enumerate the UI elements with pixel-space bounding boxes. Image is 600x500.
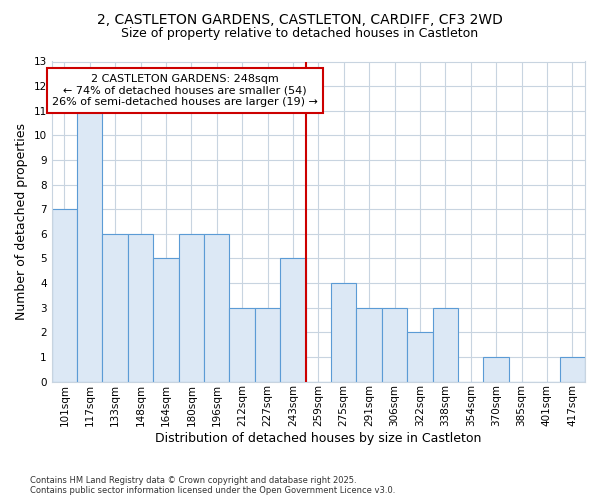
Bar xyxy=(382,308,407,382)
Text: Contains HM Land Registry data © Crown copyright and database right 2025.
Contai: Contains HM Land Registry data © Crown c… xyxy=(30,476,395,495)
Bar xyxy=(153,258,179,382)
Bar xyxy=(128,234,153,382)
Bar xyxy=(52,209,77,382)
Bar xyxy=(179,234,204,382)
Text: 2 CASTLETON GARDENS: 248sqm
← 74% of detached houses are smaller (54)
26% of sem: 2 CASTLETON GARDENS: 248sqm ← 74% of det… xyxy=(52,74,318,107)
Bar xyxy=(356,308,382,382)
Bar xyxy=(255,308,280,382)
X-axis label: Distribution of detached houses by size in Castleton: Distribution of detached houses by size … xyxy=(155,432,482,445)
Text: 2, CASTLETON GARDENS, CASTLETON, CARDIFF, CF3 2WD: 2, CASTLETON GARDENS, CASTLETON, CARDIFF… xyxy=(97,12,503,26)
Bar xyxy=(433,308,458,382)
Bar xyxy=(484,357,509,382)
Bar xyxy=(407,332,433,382)
Bar xyxy=(77,110,103,382)
Bar xyxy=(280,258,305,382)
Bar xyxy=(560,357,585,382)
Text: Size of property relative to detached houses in Castleton: Size of property relative to detached ho… xyxy=(121,28,479,40)
Y-axis label: Number of detached properties: Number of detached properties xyxy=(15,123,28,320)
Bar xyxy=(204,234,229,382)
Bar xyxy=(103,234,128,382)
Bar xyxy=(331,283,356,382)
Bar xyxy=(229,308,255,382)
